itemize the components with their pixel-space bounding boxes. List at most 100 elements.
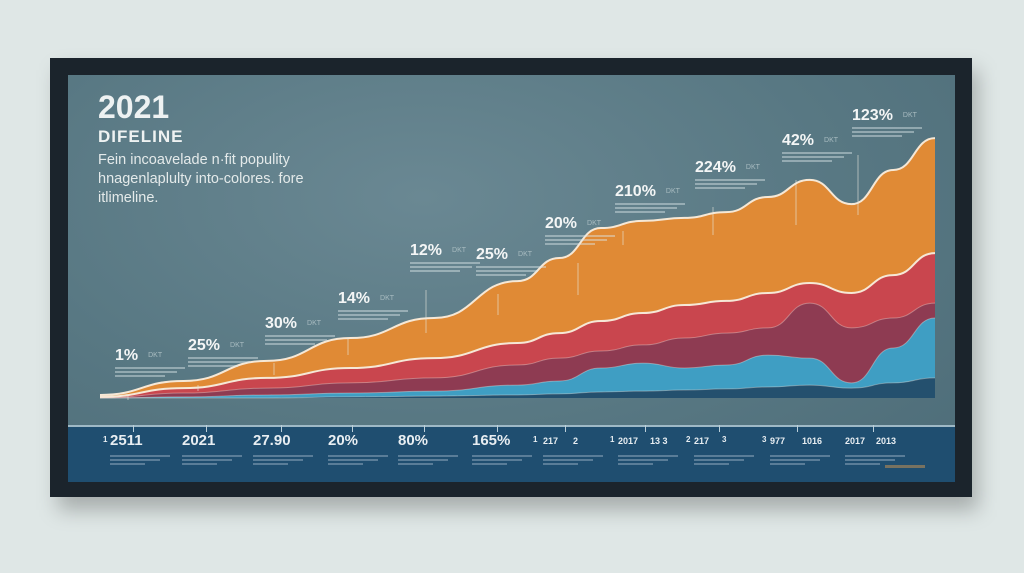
timeline-label: 20%	[328, 432, 359, 449]
area-series-navy	[100, 377, 935, 398]
annotation: 210% DKT	[615, 183, 685, 215]
title-subtitle: DIFELINE	[98, 127, 184, 146]
annotation: 25% DKT	[188, 337, 258, 369]
timeline-tick	[873, 425, 874, 432]
annotation: 14% DKT	[338, 290, 408, 322]
timeline-description	[328, 453, 388, 467]
annotation-value: 14%	[338, 290, 371, 307]
annotation-value: 224%	[695, 159, 736, 176]
annotation-value: 210%	[615, 183, 656, 200]
timeline-label: 80%	[398, 432, 429, 449]
timeline-tick	[352, 425, 353, 432]
annotation: 30% DKT	[265, 315, 335, 347]
annotation-tag: DKT	[518, 251, 533, 259]
picture-frame: 2021 DIFELINE Fein incoavelade n·fit pop…	[50, 58, 972, 497]
annotation-value: 123%	[852, 107, 893, 124]
annotation-text-lines	[476, 266, 546, 276]
timeline-label: 2017	[618, 436, 639, 446]
timeline-description	[398, 453, 458, 467]
annotation-text-lines	[265, 335, 335, 345]
timeline-description	[110, 453, 170, 467]
timeline-description	[472, 453, 532, 467]
annotation: 1% DKT	[115, 347, 185, 379]
timeline-label: 3	[722, 435, 727, 444]
timeline-label: 27.90	[253, 432, 291, 449]
annotation: 25% DKT	[476, 246, 546, 278]
annotation-tag: DKT	[380, 295, 395, 303]
timeline-label: 1	[533, 435, 538, 444]
area-edge-maroon	[99, 302, 936, 399]
annotation-text-lines	[695, 179, 765, 189]
annotation-value: 25%	[476, 246, 509, 263]
annotation-text-lines	[615, 203, 685, 213]
annotation-tag: DKT	[824, 137, 839, 145]
timeline-description	[770, 453, 830, 467]
area-edge-blue	[99, 317, 936, 399]
infographic-panel: 2021 DIFELINE Fein incoavelade n·fit pop…	[68, 75, 955, 482]
area-edge-orange	[99, 137, 936, 396]
timeline-tick	[497, 425, 498, 432]
stacked-area-chart	[99, 137, 936, 400]
timeline-label: 1	[610, 435, 615, 444]
timeline-tick	[281, 425, 282, 432]
annotation: 42% DKT	[782, 132, 852, 164]
timeline-tick	[424, 425, 425, 432]
annotation-text-lines	[782, 152, 852, 162]
annotation-tag: DKT	[452, 247, 467, 255]
timeline-tick	[133, 425, 134, 432]
timeline-description	[618, 453, 678, 467]
timeline-description	[845, 453, 905, 467]
annotation-value: 20%	[545, 215, 578, 232]
credit-mark	[885, 465, 925, 468]
timeline-label: 13 3	[650, 436, 668, 446]
timeline-label: 2	[573, 436, 579, 446]
timeline-description	[253, 453, 313, 467]
timeline-label: 1016	[802, 436, 823, 446]
timeline-description	[694, 453, 754, 467]
annotation: 12% DKT	[410, 242, 480, 274]
annotation-text-lines	[410, 262, 480, 272]
timeline-label: 2	[686, 435, 691, 444]
timeline-label: 3	[762, 435, 767, 444]
annotation-tag: DKT	[745, 164, 760, 172]
annotation-text-lines	[188, 357, 258, 367]
timeline-label: 2511	[110, 432, 143, 449]
annotation-tag: DKT	[902, 112, 917, 120]
timeline-description	[182, 453, 242, 467]
timeline-label: 2013	[876, 436, 897, 446]
area-edge-navy	[100, 377, 936, 399]
area-series-blue	[100, 317, 935, 398]
annotation-tag: DKT	[230, 342, 245, 350]
timeline-tick	[565, 425, 566, 432]
annotation-tag: DKT	[307, 320, 322, 328]
annotation: 224% DKT	[695, 159, 765, 191]
timeline-tick	[206, 425, 207, 432]
annotation-value: 25%	[188, 337, 221, 354]
annotation-value: 30%	[265, 315, 298, 332]
timeline-label: 165%	[472, 432, 511, 449]
timeline-label: 2021	[182, 432, 216, 449]
annotation-tag: DKT	[665, 188, 680, 196]
annotation-text-lines	[852, 127, 922, 137]
timeline-tick	[797, 425, 798, 432]
timeline-label: 977	[770, 436, 786, 446]
annotation: 20% DKT	[545, 215, 615, 247]
annotation-text-lines	[545, 235, 615, 245]
annotation-tag: DKT	[587, 220, 602, 228]
title-description: Fein incoavelade n·fit populity hnagenla…	[98, 152, 304, 206]
timeline-label: 217	[543, 436, 559, 446]
annotation-text-lines	[338, 310, 408, 320]
annotation-value: 42%	[782, 132, 815, 149]
timeline-label: 2017	[845, 436, 866, 446]
title-year: 2021	[98, 89, 170, 125]
area-edge-red	[99, 252, 936, 398]
timeline-tick	[719, 425, 720, 432]
timeline-label: 1	[103, 435, 108, 444]
annotation-value: 1%	[115, 347, 139, 364]
timeline-description	[543, 453, 603, 467]
timeline-tick	[645, 425, 646, 432]
annotation: 123% DKT	[852, 107, 922, 139]
annotation-tag: DKT	[148, 352, 163, 360]
annotation-value: 12%	[410, 242, 443, 259]
